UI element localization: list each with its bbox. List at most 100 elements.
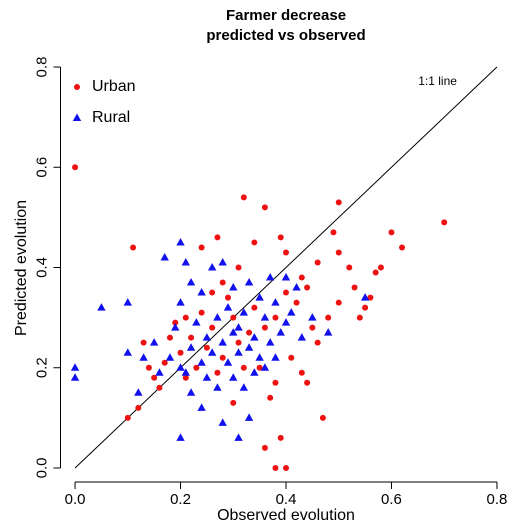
point [176,237,185,246]
point [314,339,321,346]
point [261,444,268,451]
point [293,299,300,306]
point [250,368,259,376]
point [346,264,353,271]
point [197,358,206,366]
point [207,348,217,356]
point [244,278,254,286]
point [176,363,185,371]
point [181,368,190,376]
point [214,369,221,376]
point [139,353,148,361]
point [171,323,180,331]
point [255,293,264,301]
point [193,364,200,371]
point [272,379,279,386]
point [335,199,342,206]
point [176,433,185,441]
point [156,384,163,391]
point [72,164,79,171]
point [251,304,258,311]
point [265,338,275,346]
point [218,257,227,266]
x-tick-label: 0.4 [276,491,297,508]
point [281,318,291,326]
point [271,353,280,361]
x-tick-label: 0.2 [170,491,191,508]
point [134,388,143,396]
point [377,264,384,271]
point [309,324,316,331]
point [235,264,242,271]
point [197,288,206,296]
point [250,333,259,341]
point [209,324,216,331]
point [209,289,216,296]
y-tick-label: 0.6 [33,157,50,178]
point [272,464,279,471]
point [177,349,184,356]
point [192,318,201,326]
point [283,289,289,296]
point [367,294,374,301]
y-tick-label: 0.4 [33,257,50,278]
point [230,314,237,321]
x-tick-label: 0.0 [65,491,86,508]
point [219,354,226,361]
legend-label: Urban [92,78,136,95]
point [260,313,270,321]
point [172,319,179,326]
point [283,464,289,471]
x-tick-label: 0.6 [381,491,402,508]
point [198,309,205,316]
point [186,388,196,396]
point [239,308,249,316]
legend-label: Rural [92,109,130,126]
point [356,314,363,321]
point [314,259,321,266]
point [135,404,142,411]
point [235,339,242,346]
point [97,303,106,311]
point [399,244,406,251]
point [219,279,226,286]
point [441,219,448,226]
point [213,313,222,321]
y-tick-label: 0.8 [33,57,50,78]
point [261,324,268,331]
point [287,308,296,316]
point [176,298,185,306]
point [151,374,158,381]
point [265,273,275,281]
chart-title: predicted vs observed [206,27,365,44]
point [70,363,80,371]
point [218,338,227,346]
point [186,343,196,351]
point [304,379,311,386]
legend-marker [74,84,80,90]
point [70,373,80,381]
point [319,414,326,421]
point [292,283,301,291]
y-tick-label: 0.0 [33,458,50,479]
point [207,263,217,271]
point [272,314,279,321]
point [188,334,195,341]
point [202,373,212,381]
point [198,244,205,251]
point [251,239,258,246]
point [214,234,221,241]
point [298,274,305,281]
legend-marker [72,113,82,121]
point [182,314,189,321]
point [325,314,332,321]
point [283,249,289,256]
point [234,348,243,356]
point [124,414,131,421]
point [388,229,395,236]
x-tick-label: 0.8 [487,491,508,508]
point [323,328,333,336]
point [234,433,243,441]
point [281,273,291,281]
